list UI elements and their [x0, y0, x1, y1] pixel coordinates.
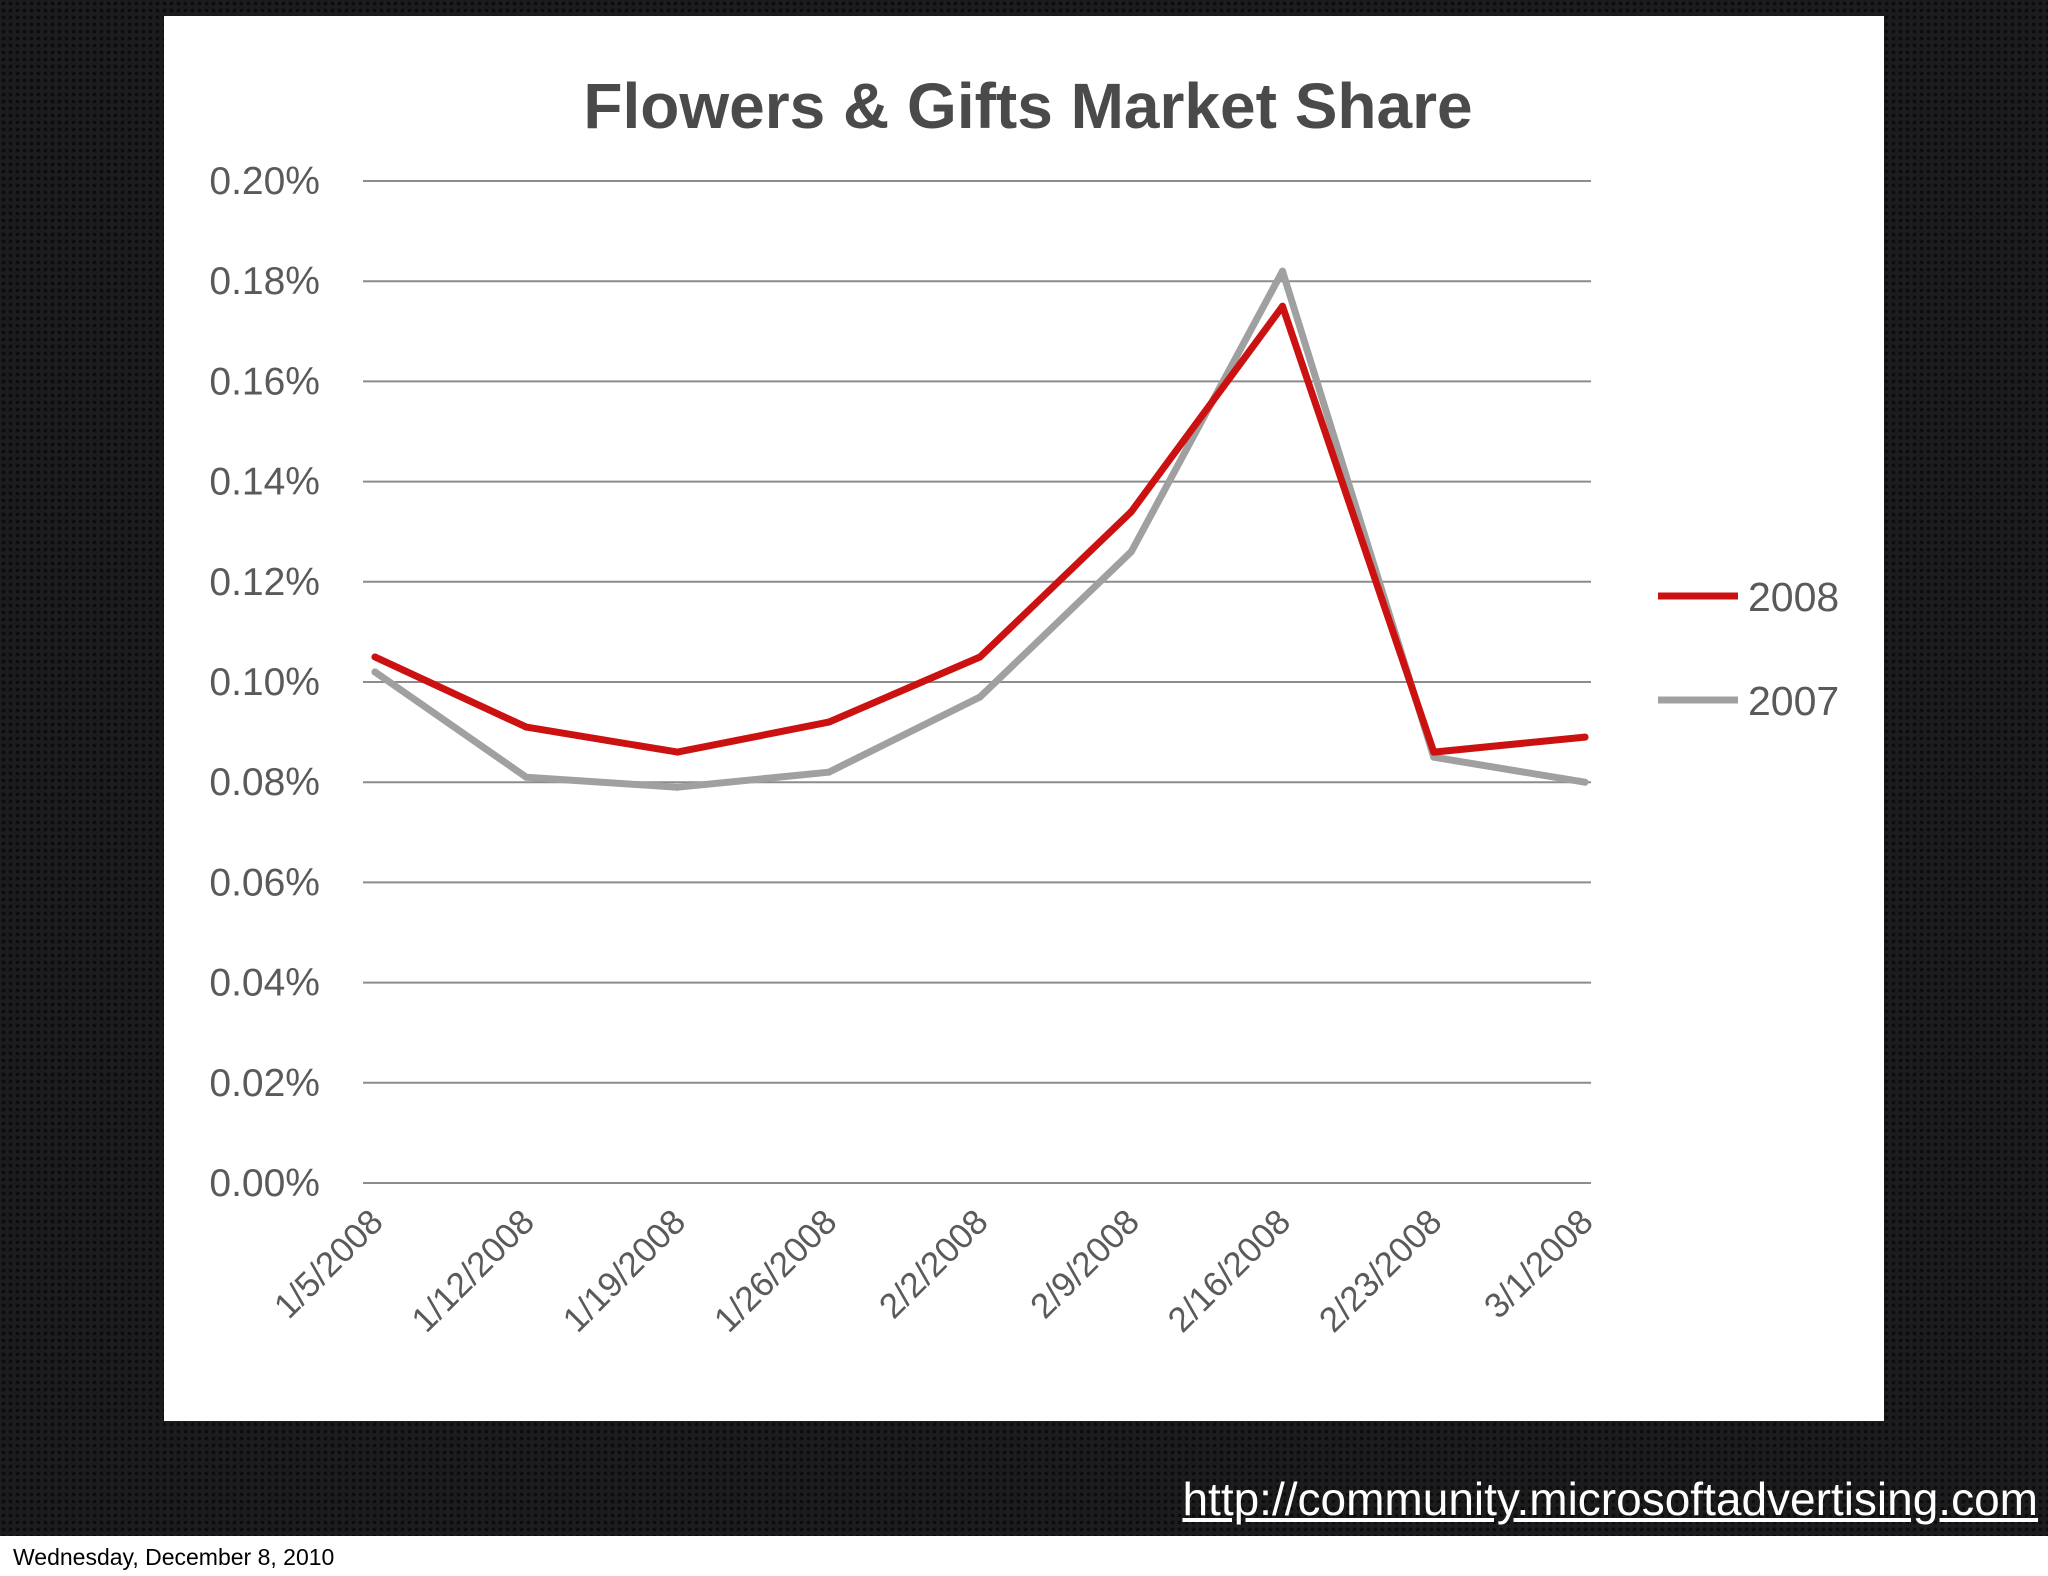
data-point-2007: [674, 783, 681, 791]
data-point-2008: [1127, 508, 1135, 516]
slide: Flowers & Gifts Market Share 0.00% 0.02% 0…: [164, 16, 2038, 1525]
y-tick-label: 0.16%: [209, 360, 320, 403]
x-tick-label: 1/5/2008: [267, 1202, 391, 1326]
y-tick-label: 0.00%: [209, 1162, 320, 1205]
y-tick-label: 0.12%: [209, 561, 320, 604]
series-line-2007: [371, 267, 1589, 791]
x-tick-label: 1/19/2008: [555, 1202, 693, 1340]
footer-date: Wednesday, December 8, 2010: [13, 1544, 335, 1570]
y-tick-label: 0.04%: [209, 962, 320, 1005]
x-tick-label: 1/12/2008: [404, 1202, 542, 1340]
series-lines: [371, 267, 1589, 791]
x-tick-label: 2/16/2008: [1160, 1202, 1298, 1340]
legend-label: 2007: [1748, 678, 1839, 724]
data-point-2007: [371, 668, 379, 676]
chart-title: Flowers & Gifts Market Share: [583, 70, 1472, 142]
data-point-2008: [1581, 733, 1589, 741]
y-tick-label: 0.18%: [209, 260, 320, 303]
data-point-2007: [1581, 778, 1589, 786]
x-tick-label: 2/9/2008: [1023, 1202, 1147, 1326]
y-axis-tick-labels: 0.00% 0.02% 0.04% 0.06% 0.08% 0.10% 0.12% 0.14%…: [209, 160, 320, 1205]
x-tick-label: 3/1/2008: [1477, 1202, 1601, 1326]
legend: 2008 2007: [1658, 574, 1839, 724]
y-tick-label: 0.08%: [209, 761, 320, 804]
x-tick-label: 2/2/2008: [872, 1202, 996, 1326]
y-tick-label: 0.02%: [209, 1062, 320, 1105]
data-point-2007: [522, 773, 530, 781]
series-line-2008: [371, 302, 1589, 756]
data-point-2008: [674, 748, 681, 756]
x-tick-label: 2/23/2008: [1312, 1202, 1450, 1340]
data-point-2007: [1279, 267, 1286, 275]
data-point-2007: [976, 693, 984, 701]
data-point-2008: [825, 718, 833, 726]
data-point-2007: [825, 768, 833, 776]
data-point-2007: [1127, 548, 1135, 556]
x-tick-label: 1/26/2008: [707, 1202, 845, 1340]
line-chart: Flowers & Gifts Market Share 0.00%0.02%0…: [209, 70, 1839, 1340]
source-link[interactable]: http://community.microsoftadvertising.co…: [1182, 1473, 2038, 1525]
y-tick-label: 0.06%: [209, 861, 320, 904]
x-axis-tick-labels: 1/5/2008 1/12/2008 1/19/2008 1/26/2008 2/2/2…: [267, 1202, 1601, 1340]
footer-bar: Wednesday, December 8, 2010: [0, 1536, 2048, 1576]
legend-label: 2008: [1748, 574, 1839, 620]
y-tick-label: 0.14%: [209, 461, 320, 504]
y-tick-label: 0.20%: [209, 160, 320, 203]
chart-panel: Flowers & Gifts Market Share 0.00% 0.02% 0…: [164, 16, 1884, 1421]
data-point-2008: [1430, 748, 1438, 756]
data-point-2008: [371, 653, 379, 661]
data-point-2008: [976, 653, 984, 661]
y-tick-label: 0.10%: [209, 661, 320, 704]
data-point-2008: [522, 723, 530, 731]
gridlines: [363, 180, 1591, 1184]
data-point-2008: [1279, 302, 1286, 310]
